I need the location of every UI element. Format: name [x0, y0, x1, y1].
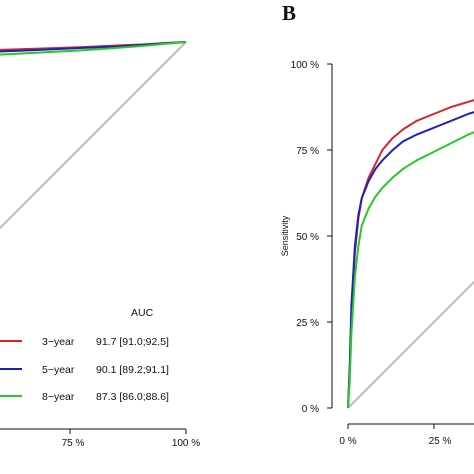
- legend-auc-3-year: 91.7 [91.0;92.5]: [96, 336, 169, 348]
- panel-b-y-tick-label-50: 50 %: [296, 232, 319, 243]
- panel-b-x-tick-label-0: 0 %: [339, 436, 356, 447]
- panel-a-legend: AUC 3−year 91.7 [91.0;92.5] 5−year 90.1 …: [0, 307, 169, 403]
- legend-auc-8-year: 87.3 [86.0;88.6]: [96, 391, 169, 403]
- panel-a-x-tick-label-100: 100 %: [172, 438, 200, 449]
- panel-a-series-group: [0, 41, 187, 56]
- panel-b-series-8-year: [347, 131, 474, 409]
- legend-title: AUC: [131, 307, 154, 319]
- legend-label-8-year: 8−year: [42, 391, 75, 403]
- panel-b-y-tick-label-25: 25 %: [296, 318, 319, 329]
- panel-b-y-tick-label-0: 0 %: [302, 404, 319, 415]
- panel-a-reference-diagonal: [0, 41, 187, 230]
- panel-a-series-8-year: [0, 41, 187, 56]
- panel-b-y-tick-label-75: 75 %: [296, 146, 319, 157]
- legend-label-5-year: 5−year: [42, 364, 75, 376]
- legend-auc-5-year: 90.1 [89.2;91.1]: [96, 364, 169, 376]
- panel-b-series-5-year: [347, 111, 474, 409]
- panel-b-label: B: [282, 1, 296, 25]
- panel-b-y-tick-label-100: 100 %: [291, 60, 319, 71]
- panel-a: 75 % 100 % AUC 3−year 91.7 [91.0;92.5] 5…: [0, 41, 200, 449]
- panel-b-x-tick-label-25: 25 %: [429, 436, 452, 447]
- panel-a-x-tick-label-75: 75 %: [62, 438, 85, 449]
- panel-b-reference-diagonal: [347, 280, 474, 409]
- panel-b-series-group: [347, 99, 474, 409]
- panel-b-y-axis-label: Sensitivity: [280, 215, 290, 256]
- legend-label-3-year: 3−year: [42, 336, 75, 348]
- panel-b: B 0 % 25 % 50 % 75 % 100 % 0 % 25 % Sens…: [280, 1, 474, 447]
